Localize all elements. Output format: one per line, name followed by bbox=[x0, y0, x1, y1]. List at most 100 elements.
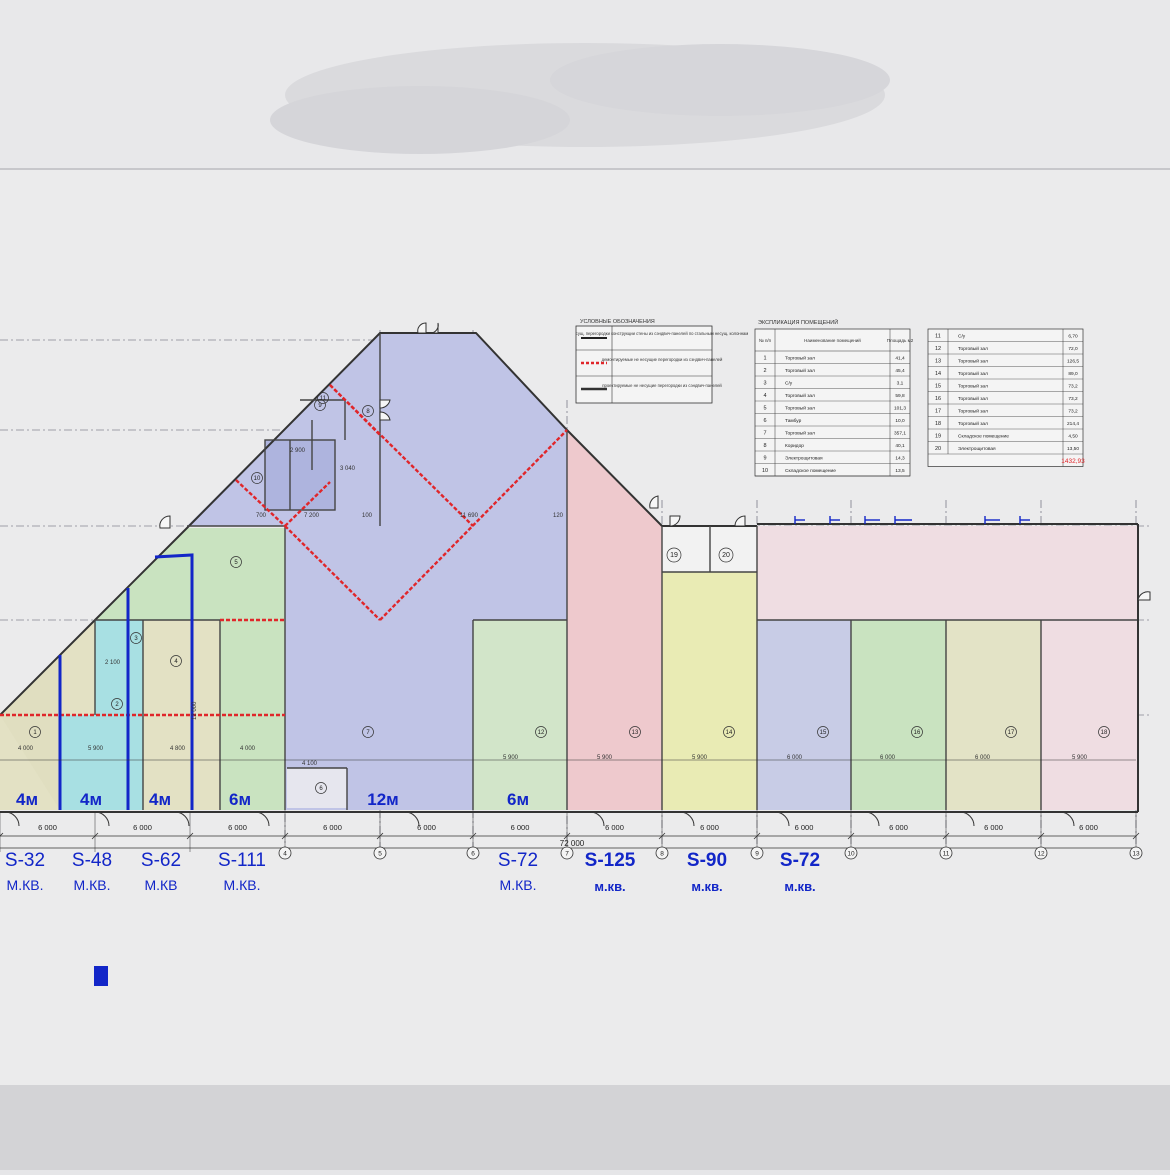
room-marker-11: 11 bbox=[317, 392, 329, 404]
svg-text:12: 12 bbox=[935, 346, 941, 352]
span-dimension-11: 6 000 bbox=[1079, 823, 1098, 832]
axis-bubble-12: 12 bbox=[1034, 846, 1048, 860]
svg-text:Складское помещение: Складское помещение bbox=[785, 468, 836, 474]
svg-text:Торговый зал: Торговый зал bbox=[958, 383, 988, 390]
area-label-5: S-125 м.кв. bbox=[585, 850, 636, 894]
svg-text:6: 6 bbox=[763, 418, 766, 424]
interior-dimension-6: 5 900 bbox=[692, 755, 708, 761]
explication-row-14: 14 Торговый зал 89,0 bbox=[935, 370, 1078, 377]
svg-text:7: 7 bbox=[366, 730, 370, 736]
svg-text:S-125: S-125 bbox=[585, 850, 636, 871]
svg-text:4: 4 bbox=[174, 659, 178, 665]
svg-text:19: 19 bbox=[670, 552, 678, 559]
room-17-fill bbox=[946, 620, 1041, 810]
doors bbox=[159, 322, 1151, 601]
bottom-bar bbox=[0, 1085, 1170, 1170]
svg-text:S-62: S-62 bbox=[141, 850, 181, 871]
explication-row-18: 18 Торговый зал 214,4 bbox=[935, 420, 1079, 427]
room-marker-10: 10 bbox=[251, 472, 263, 484]
svg-text:101,3: 101,3 bbox=[894, 406, 906, 412]
svg-text:Коридор: Коридор bbox=[785, 443, 804, 449]
width-annotations: 4м 4м 4м 6м 12м 6м bbox=[16, 790, 529, 809]
axis-bubble-7: 7 bbox=[560, 846, 574, 860]
svg-text:2: 2 bbox=[763, 368, 766, 374]
interior-dimension-4: 5 900 bbox=[503, 755, 519, 761]
interior-dimension-14: 3 040 bbox=[340, 466, 356, 472]
width-annotation-0: 4м bbox=[16, 790, 38, 809]
interior-dimension-11: 4 100 bbox=[302, 761, 318, 767]
svg-text:м.кв.: м.кв. bbox=[691, 879, 722, 894]
room-marker-19: 19 bbox=[666, 547, 682, 563]
svg-text:1: 1 bbox=[33, 730, 37, 736]
room-marker-3: 3 bbox=[130, 632, 142, 644]
area-label-3: S-111 М.КВ. bbox=[218, 850, 266, 893]
span-dimension-0: 6 000 bbox=[38, 823, 57, 832]
interior-dimension-17: 11 690 bbox=[460, 513, 479, 519]
total-dimension: 72 000 bbox=[560, 839, 585, 848]
interior-dimension-18: 700 bbox=[256, 513, 267, 519]
svg-text:S-90: S-90 bbox=[687, 850, 727, 871]
svg-text:41,4: 41,4 bbox=[895, 356, 905, 362]
svg-text:м.кв.: м.кв. bbox=[784, 879, 815, 894]
room-18-upper-fill bbox=[757, 526, 1137, 620]
room-marker-14: 14 bbox=[723, 726, 735, 738]
svg-text:М.КВ.: М.КВ. bbox=[74, 877, 111, 893]
width-annotation-1: 4м bbox=[80, 790, 102, 809]
dimension-ticks bbox=[0, 812, 1140, 852]
svg-text:14,3: 14,3 bbox=[895, 456, 905, 462]
interior-dimension-12: 2 100 bbox=[105, 660, 121, 666]
room-13-fill bbox=[567, 430, 662, 810]
interior-dimension-16: 12 000 bbox=[192, 701, 198, 720]
room-marker-16: 16 bbox=[911, 726, 923, 738]
svg-text:8: 8 bbox=[660, 851, 664, 858]
width-annotation-2: 4м bbox=[149, 790, 171, 809]
interior-dimension-1: 5 900 bbox=[88, 746, 104, 752]
explication-table: ЭКСПЛИКАЦИЯ ПОМЕЩЕНИЙ № п/п Наименование … bbox=[754, 318, 1085, 477]
svg-text:7: 7 bbox=[565, 851, 569, 858]
span-dimension-10: 6 000 bbox=[984, 823, 1003, 832]
axis-bubble-9: 9 bbox=[750, 846, 764, 860]
interior-dimension-5: 5 900 bbox=[597, 755, 613, 761]
room-15-fill bbox=[757, 620, 851, 810]
explication-row-20: 20 Электрощитовая 13,50 bbox=[935, 446, 1079, 452]
area-label-0: S-32 М.КВ. bbox=[5, 850, 45, 893]
svg-text:3,1: 3,1 bbox=[897, 381, 904, 387]
svg-text:13: 13 bbox=[632, 730, 639, 736]
svg-text:19: 19 bbox=[935, 434, 941, 440]
svg-text:18: 18 bbox=[935, 421, 941, 427]
svg-text:м.кв.: м.кв. bbox=[594, 879, 625, 894]
room-16-fill bbox=[851, 620, 946, 810]
explication-table-right: 11 С/у 6,70 12 Торговый зал 72,0 13 Торговый за… bbox=[927, 328, 1085, 467]
svg-text:15: 15 bbox=[935, 384, 941, 390]
svg-text:1: 1 bbox=[763, 356, 766, 362]
interior-dimensions: 4 000 5 900 4 800 4 000 5 900 5 900 5 900 6 000… bbox=[18, 448, 1088, 767]
svg-text:10: 10 bbox=[847, 851, 855, 858]
svg-text:S-111: S-111 bbox=[218, 850, 266, 871]
svg-text:Торговый зал: Торговый зал bbox=[958, 408, 988, 415]
svg-text:Торговый зал: Торговый зал bbox=[785, 355, 815, 362]
axis-bubble-13: 13 bbox=[1129, 846, 1143, 860]
restroom-block-fill bbox=[265, 440, 335, 510]
area-label-6: S-90 м.кв. bbox=[687, 850, 727, 894]
room-marker-1: 1 bbox=[29, 726, 41, 738]
explication-row-8: 8 Коридор 40,1 bbox=[763, 443, 905, 449]
legend-title: УСЛОВНЫЕ ОБОЗНАЧЕНИЯ bbox=[580, 319, 655, 325]
svg-text:14: 14 bbox=[726, 730, 733, 736]
svg-text:13: 13 bbox=[1132, 851, 1140, 858]
svg-text:5: 5 bbox=[763, 406, 766, 412]
room-marker-17: 17 bbox=[1005, 726, 1017, 738]
svg-text:73,2: 73,2 bbox=[1068, 409, 1078, 415]
svg-text:16: 16 bbox=[914, 730, 921, 736]
explication-row-7: 7 Торговый зал 357,1 bbox=[763, 430, 906, 437]
svg-text:Торговый зал: Торговый зал bbox=[785, 405, 815, 412]
svg-text:Электрощитовая: Электрощитовая bbox=[785, 456, 823, 462]
room-marker-7: 7 bbox=[362, 726, 374, 738]
demolish-partitions bbox=[0, 384, 568, 717]
svg-text:18: 18 bbox=[1101, 730, 1108, 736]
axis-bubble-8: 8 bbox=[655, 846, 669, 860]
room-marker-12: 12 bbox=[535, 726, 547, 738]
svg-text:4: 4 bbox=[763, 393, 766, 399]
svg-text:Тамбур: Тамбур bbox=[785, 418, 802, 424]
